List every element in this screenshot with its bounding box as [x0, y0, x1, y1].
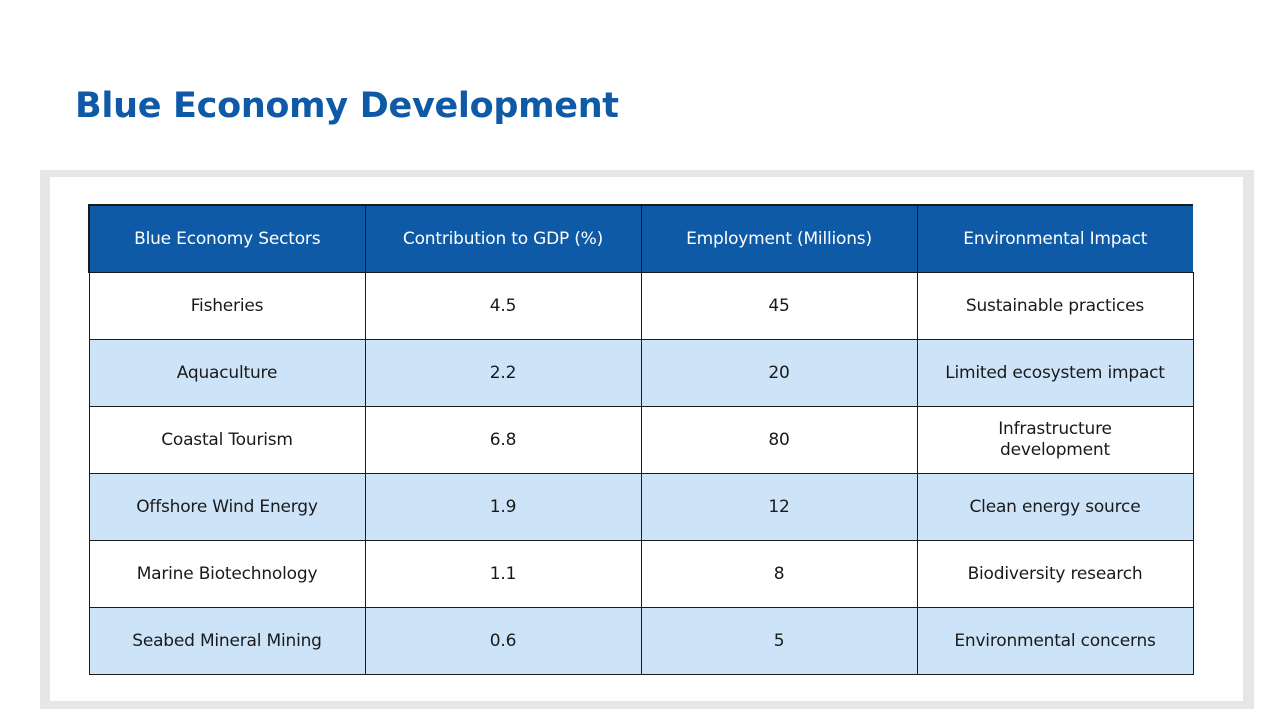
- cell-sector: Marine Biotechnology: [88, 540, 366, 608]
- slide-title: Blue Economy Development: [75, 86, 619, 126]
- cell-impact: Clean energy source: [916, 473, 1194, 541]
- cell-gdp: 2.2: [364, 339, 642, 407]
- cell-impact: Limited ecosystem impact: [916, 339, 1194, 407]
- cell-sector: Coastal Tourism: [88, 406, 366, 474]
- header-employment: Employment (Millions): [640, 204, 917, 273]
- cell-sector: Offshore Wind Energy: [88, 473, 366, 541]
- cell-impact: Infrastructure development: [916, 406, 1194, 474]
- table-row: Marine Biotechnology 1.1 8 Biodiversity …: [88, 540, 1194, 608]
- cell-employment: 8: [640, 540, 918, 608]
- cell-gdp: 6.8: [364, 406, 642, 474]
- cell-gdp: 1.9: [364, 473, 642, 541]
- header-sectors: Blue Economy Sectors: [88, 204, 365, 273]
- cell-sector: Seabed Mineral Mining: [88, 607, 366, 675]
- cell-impact: Sustainable practices: [916, 272, 1194, 340]
- header-environmental-impact: Environmental Impact: [916, 204, 1193, 273]
- data-table: Blue Economy Sectors Contribution to GDP…: [88, 204, 1194, 675]
- cell-gdp: 0.6: [364, 607, 642, 675]
- table-row: Offshore Wind Energy 1.9 12 Clean energy…: [88, 473, 1194, 541]
- cell-employment: 12: [640, 473, 918, 541]
- cell-gdp: 1.1: [364, 540, 642, 608]
- cell-sector: Fisheries: [88, 272, 366, 340]
- cell-sector: Aquaculture: [88, 339, 366, 407]
- cell-employment: 45: [640, 272, 918, 340]
- table-row: Aquaculture 2.2 20 Limited ecosystem imp…: [88, 339, 1194, 407]
- table-header-row: Blue Economy Sectors Contribution to GDP…: [88, 204, 1193, 273]
- cell-employment: 20: [640, 339, 918, 407]
- cell-gdp: 4.5: [364, 272, 642, 340]
- cell-employment: 80: [640, 406, 918, 474]
- cell-impact: Environmental concerns: [916, 607, 1194, 675]
- table-row: Coastal Tourism 6.8 80 Infrastructure de…: [88, 406, 1194, 474]
- cell-impact: Biodiversity research: [916, 540, 1194, 608]
- table-row: Fisheries 4.5 45 Sustainable practices: [88, 272, 1194, 340]
- header-gdp-contribution: Contribution to GDP (%): [364, 204, 641, 273]
- cell-employment: 5: [640, 607, 918, 675]
- table-row: Seabed Mineral Mining 0.6 5 Environmenta…: [88, 607, 1194, 675]
